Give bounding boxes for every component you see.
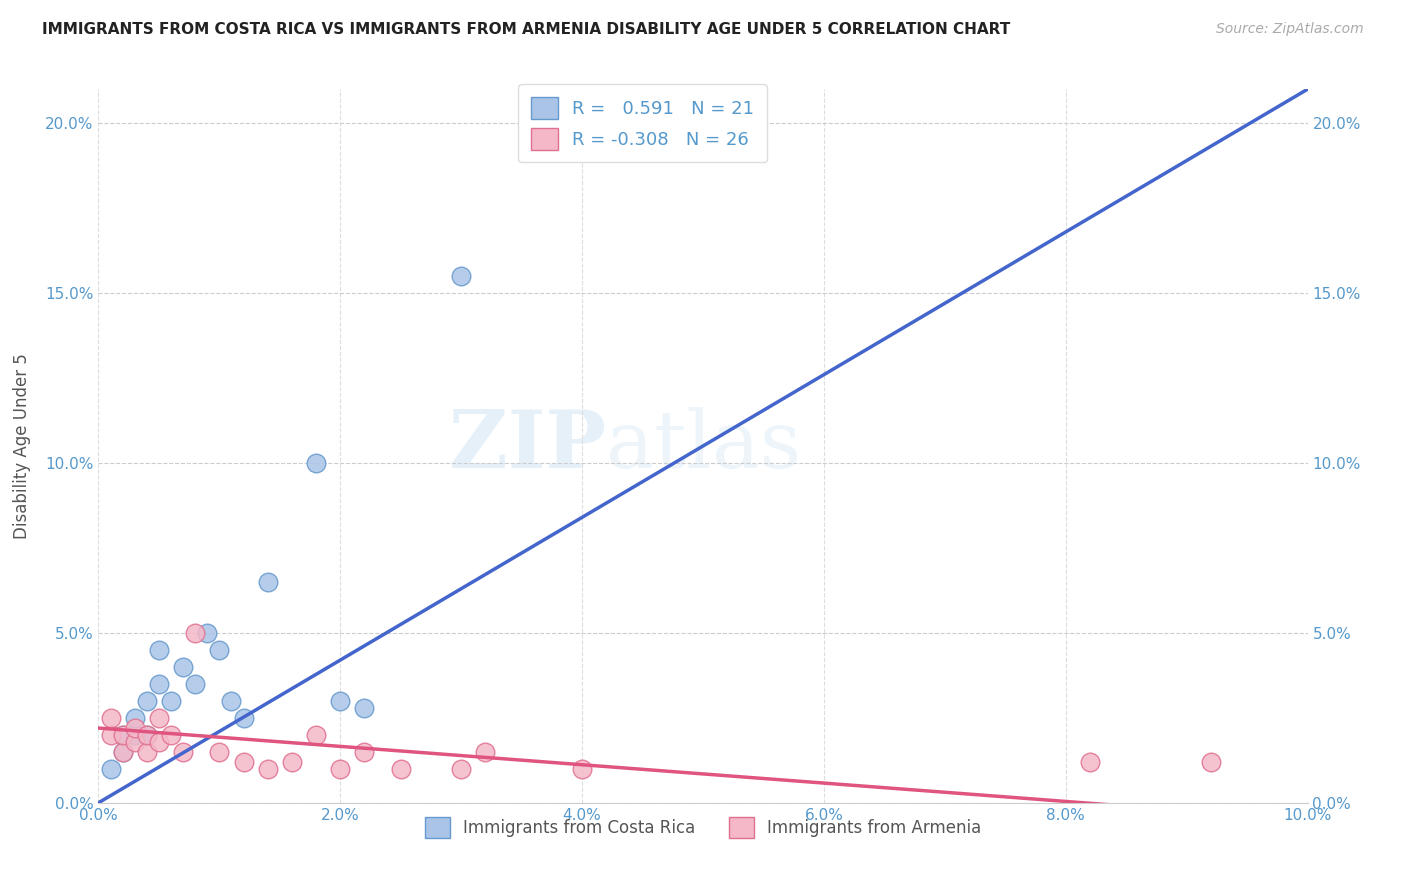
Point — [100, 711, 122, 725]
Point — [111, 745, 134, 759]
Point — [184, 677, 207, 691]
Point — [160, 728, 183, 742]
Point — [160, 694, 183, 708]
Point — [353, 700, 375, 714]
Point — [195, 626, 218, 640]
Point — [450, 762, 472, 776]
Text: IMMIGRANTS FROM COSTA RICA VS IMMIGRANTS FROM ARMENIA DISABILITY AGE UNDER 5 COR: IMMIGRANTS FROM COSTA RICA VS IMMIGRANTS… — [42, 22, 1011, 37]
Point — [184, 626, 207, 640]
Point — [111, 728, 134, 742]
Point — [124, 711, 146, 725]
Text: ZIP: ZIP — [450, 407, 606, 485]
Point — [148, 677, 170, 691]
Point — [124, 728, 146, 742]
Point — [135, 728, 157, 742]
Point — [329, 694, 352, 708]
Point — [353, 745, 375, 759]
Point — [172, 745, 194, 759]
Point — [100, 728, 122, 742]
Point — [450, 269, 472, 284]
Point — [221, 694, 243, 708]
Point — [111, 745, 134, 759]
Point — [111, 728, 134, 742]
Point — [232, 711, 254, 725]
Point — [148, 734, 170, 748]
Point — [208, 745, 231, 759]
Point — [389, 762, 412, 776]
Point — [172, 660, 194, 674]
Point — [1199, 755, 1222, 769]
Text: atlas: atlas — [606, 407, 801, 485]
Point — [135, 694, 157, 708]
Point — [256, 762, 278, 776]
Legend: Immigrants from Costa Rica, Immigrants from Armenia: Immigrants from Costa Rica, Immigrants f… — [418, 811, 988, 845]
Point — [305, 456, 328, 470]
Point — [281, 755, 304, 769]
Point — [100, 762, 122, 776]
Point — [1078, 755, 1101, 769]
Point — [124, 721, 146, 735]
Point — [232, 755, 254, 769]
Point — [148, 711, 170, 725]
Point — [135, 745, 157, 759]
Point — [256, 574, 278, 589]
Point — [571, 762, 593, 776]
Point — [329, 762, 352, 776]
Point — [474, 745, 496, 759]
Point — [135, 728, 157, 742]
Point — [148, 643, 170, 657]
Point — [305, 728, 328, 742]
Point — [124, 734, 146, 748]
Point — [208, 643, 231, 657]
Y-axis label: Disability Age Under 5: Disability Age Under 5 — [13, 353, 31, 539]
Text: Source: ZipAtlas.com: Source: ZipAtlas.com — [1216, 22, 1364, 37]
